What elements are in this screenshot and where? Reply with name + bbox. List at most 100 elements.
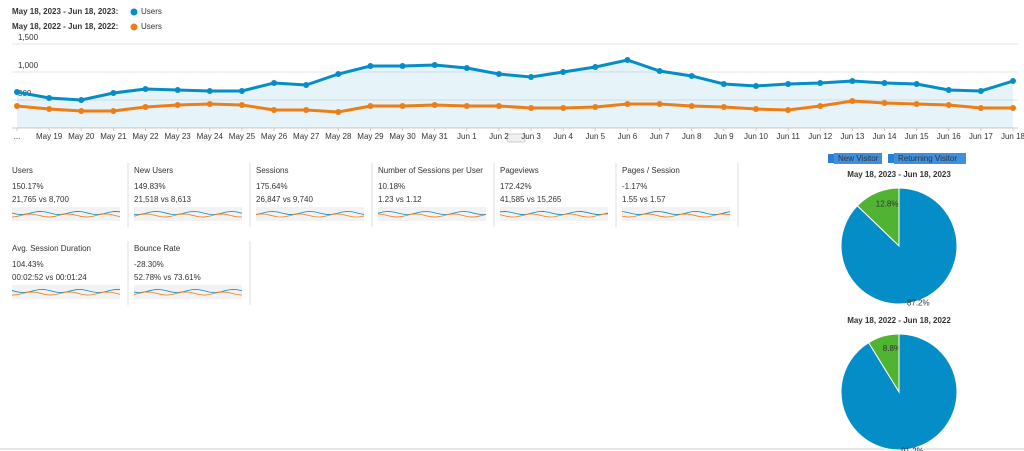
x-tick-label: Jun 10 — [744, 132, 769, 141]
x-tick-label: Jun 13 — [840, 132, 865, 141]
point — [174, 86, 181, 93]
point — [206, 87, 213, 94]
x-tick-label: ... — [14, 132, 21, 141]
metric-name: New Users — [134, 166, 173, 175]
point — [303, 81, 310, 88]
metric-value: 150.17% — [12, 182, 44, 191]
sparkline — [255, 213, 365, 218]
metric-comparison: 26,847 vs 9,740 — [256, 195, 313, 204]
pie-slice — [840, 333, 958, 451]
x-tick-label: Jun 6 — [618, 132, 638, 141]
point — [206, 100, 213, 107]
point — [46, 94, 53, 101]
point — [303, 107, 310, 114]
point — [592, 64, 599, 71]
line — [16, 58, 1014, 102]
y-tick-label: 1,000 — [18, 61, 39, 70]
metric-value: 104.43% — [12, 260, 44, 269]
point — [913, 80, 920, 87]
point — [656, 67, 663, 74]
sparkline — [133, 211, 243, 215]
legend-label: Users — [141, 22, 162, 31]
pie-title: May 18, 2022 - Jun 18, 2022 — [847, 316, 951, 325]
point — [78, 97, 85, 103]
x-tick-label: May 22 — [132, 132, 159, 141]
legend-highlight — [894, 153, 966, 164]
point — [592, 104, 599, 110]
point — [1010, 78, 1016, 85]
metric-value: -1.17% — [622, 182, 647, 191]
x-tick-label: Jun 3 — [521, 132, 541, 141]
metric-name: Avg. Session Duration — [12, 244, 91, 253]
pie-slice — [840, 187, 958, 305]
x-tick-label: Jun 14 — [872, 132, 897, 141]
sparkline — [377, 211, 487, 215]
y-tick-label: 1,500 — [18, 33, 39, 42]
x-tick-label: Jun 1 — [457, 132, 477, 141]
legend-swatch — [130, 8, 138, 16]
metric-value: 175.64% — [256, 182, 288, 191]
point — [945, 86, 952, 93]
point — [688, 72, 695, 79]
point — [238, 101, 245, 108]
point — [977, 87, 984, 94]
sparkline-bg — [378, 207, 486, 221]
point — [463, 65, 470, 72]
sparkline — [133, 291, 243, 296]
point — [463, 102, 470, 109]
point — [817, 102, 824, 109]
sparkline — [133, 289, 243, 294]
point — [881, 79, 888, 86]
point — [720, 104, 727, 110]
sparkline — [621, 213, 731, 218]
point — [46, 106, 53, 113]
x-tick-label: Jun 15 — [905, 132, 930, 141]
x-tick-label: Jun 5 — [586, 132, 606, 141]
point — [495, 102, 502, 109]
point — [367, 63, 374, 70]
metric-name: Users — [12, 166, 33, 175]
pie-value-label: 8.8% — [883, 344, 901, 353]
point — [174, 101, 181, 108]
metric-name: Sessions — [256, 166, 288, 175]
legend-highlight — [834, 153, 882, 164]
x-tick-label: May 19 — [36, 132, 63, 141]
metric-comparison: 41,585 vs 15,265 — [500, 195, 562, 204]
area — [17, 60, 1013, 128]
point — [560, 69, 567, 75]
x-tick-label: Jun 7 — [650, 132, 670, 141]
x-tick-label: Jun 2 — [489, 132, 509, 141]
metric-name: Pages / Session — [622, 166, 680, 175]
resize-handle[interactable] — [506, 133, 526, 143]
x-tick-label: Jun 11 — [776, 132, 800, 141]
point — [271, 107, 278, 114]
point — [14, 88, 20, 95]
x-tick-label: Jun 9 — [714, 132, 734, 141]
point — [271, 79, 278, 86]
point — [752, 83, 759, 89]
metric-name: Bounce Rate — [134, 244, 181, 253]
x-tick-label: May 29 — [357, 132, 384, 141]
x-tick-label: Jun 8 — [682, 132, 702, 141]
point — [785, 107, 792, 114]
pie-value-label: 87.2% — [907, 298, 930, 307]
metric-value: 172.42% — [500, 182, 532, 191]
point — [785, 80, 792, 87]
point — [624, 100, 631, 107]
point — [849, 78, 856, 85]
point — [945, 101, 952, 108]
point — [752, 106, 759, 113]
x-tick-label: May 27 — [293, 132, 320, 141]
metric-value: 149.83% — [134, 182, 166, 191]
legend-swatch — [828, 154, 834, 163]
sparkline — [11, 291, 121, 296]
sparkline — [499, 211, 609, 215]
metric-comparison: 21,765 vs 8,700 — [12, 195, 69, 204]
legend-swatch — [888, 154, 894, 163]
metric-comparison: 21,518 vs 8,613 — [134, 195, 191, 204]
line — [16, 99, 1013, 114]
point — [495, 71, 502, 78]
legend-swatch — [130, 23, 138, 31]
x-tick-label: Jun 12 — [808, 132, 833, 141]
point — [528, 73, 535, 80]
